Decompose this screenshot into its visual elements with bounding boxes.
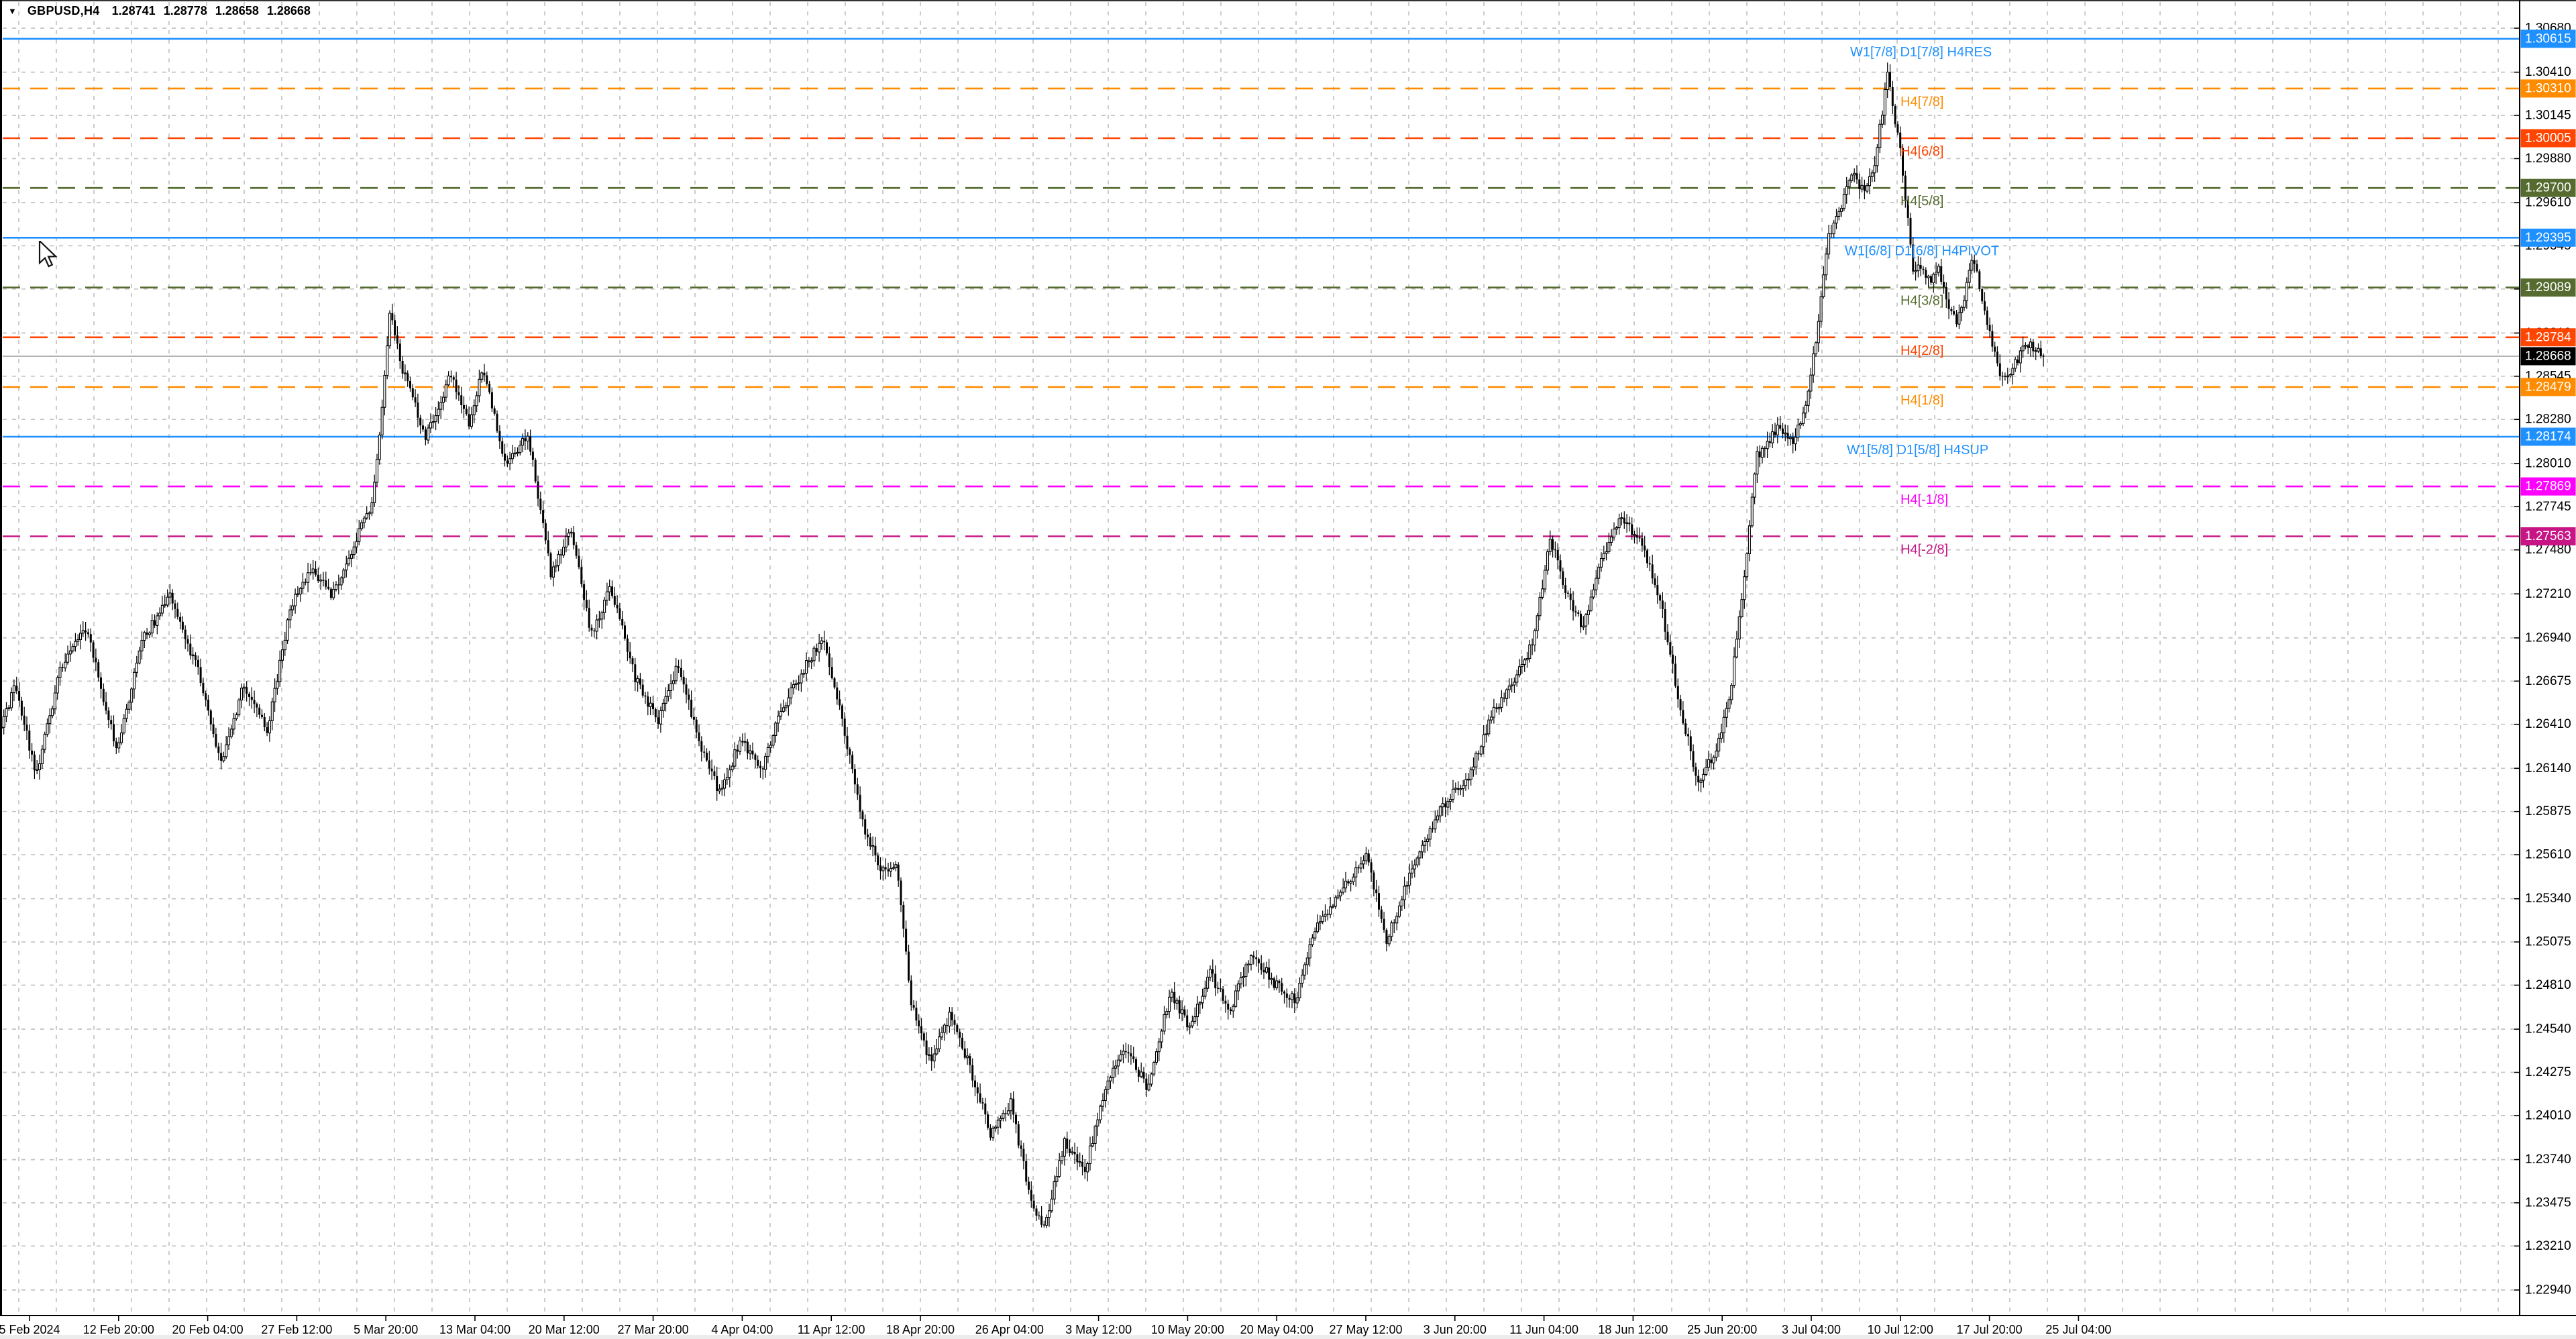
price-axis-labels: 1.306801.304101.301451.298801.296101.293…	[2514, 21, 2571, 1297]
price-badge: 1.30005	[2525, 131, 2571, 146]
price-tick-label: 1.23475	[2525, 1195, 2571, 1210]
price-badge: 1.28174	[2525, 430, 2571, 444]
grid-layer	[3, 2, 2519, 1315]
price-tick-label: 1.26410	[2525, 717, 2571, 731]
quote-close: 1.28668	[266, 4, 311, 17]
price-axis[interactable]	[2521, 0, 2576, 1339]
level-lines-layer	[3, 38, 2519, 537]
price-tick-label: 1.25875	[2525, 804, 2571, 818]
time-tick-label: 26 Apr 04:00	[975, 1323, 1044, 1336]
level-label: H4[7/8]	[1900, 95, 1943, 109]
price-badge: 1.29089	[2525, 280, 2571, 294]
price-badge: 1.30615	[2525, 32, 2571, 46]
level-label: W1[6/8] D1[6/8] H4PIVOT	[1845, 244, 1999, 258]
level-label: H4[2/8]	[1900, 343, 1943, 358]
price-badge: 1.29395	[2525, 231, 2571, 245]
symbol-timeframe-label: GBPUSD,H4	[27, 4, 100, 17]
quote-high: 1.28778	[163, 4, 207, 17]
time-tick-label: 11 Apr 12:00	[798, 1323, 865, 1336]
level-label: W1[5/8] D1[5/8] H4SUP	[1847, 443, 1988, 458]
time-tick-label: 10 Jul 12:00	[1868, 1323, 1933, 1336]
price-tick-label: 1.26675	[2525, 674, 2571, 688]
price-tick-label: 1.25340	[2525, 892, 2571, 906]
level-label: H4[3/8]	[1900, 294, 1943, 309]
mouse-cursor-icon	[38, 241, 58, 268]
price-badges-layer: 1.30615 1.30310 1.30005 1.29700 1.29395 1.290…	[2520, 30, 2576, 545]
level-label: W1[7/8] D1[7/8] H4RES	[1850, 45, 1992, 60]
time-axis-labels: 5 Feb 2024 12 Feb 20:00 20 Feb 04:00 27 Feb…	[0, 1316, 2111, 1336]
time-tick-label: 3 Jun 20:00	[1424, 1323, 1487, 1336]
time-tick-label: 10 May 20:00	[1151, 1323, 1224, 1336]
time-tick-label: 20 Feb 04:00	[172, 1323, 244, 1336]
price-tick-label: 1.27210	[2525, 587, 2571, 601]
price-badge: 1.29700	[2525, 181, 2571, 195]
time-tick-label: 20 Mar 12:00	[529, 1323, 600, 1336]
price-badge: 1.28784	[2525, 330, 2571, 344]
price-tick-label: 1.28280	[2525, 413, 2571, 427]
time-tick-label: 18 Jun 12:00	[1598, 1323, 1668, 1336]
time-tick-label: 27 Mar 20:00	[618, 1323, 689, 1336]
price-tick-label: 1.23210	[2525, 1239, 2571, 1253]
price-badge: 1.30310	[2525, 81, 2571, 95]
price-tick-label: 1.24275	[2525, 1065, 2571, 1079]
symbol-dropdown-icon[interactable]: ▼	[8, 6, 17, 16]
level-label: H4[5/8]	[1900, 194, 1943, 209]
time-tick-label: 27 Feb 12:00	[261, 1323, 332, 1336]
price-tick-label: 1.29880	[2525, 152, 2571, 166]
time-tick-label: 4 Apr 04:00	[711, 1323, 773, 1336]
price-tick-label: 1.25610	[2525, 848, 2571, 862]
level-label: H4[6/8]	[1900, 144, 1943, 159]
time-tick-label: 13 Mar 04:00	[439, 1323, 511, 1336]
time-tick-label: 3 May 12:00	[1065, 1323, 1132, 1336]
price-tick-label: 1.27745	[2525, 500, 2571, 514]
price-badge: 1.28479	[2525, 380, 2571, 394]
chart-header: ▼ GBPUSD,H4 1.28741 1.28778 1.28658 1.28…	[8, 4, 319, 18]
time-tick-label: 17 Jul 20:00	[1957, 1323, 2023, 1336]
time-tick-label: 25 Jun 20:00	[1687, 1323, 1757, 1336]
price-badge: 1.28668	[2525, 349, 2571, 363]
price-tick-label: 1.30410	[2525, 65, 2571, 79]
price-tick-label: 1.24540	[2525, 1022, 2571, 1036]
time-tick-label: 25 Jul 04:00	[2045, 1323, 2111, 1336]
price-tick-label: 1.26140	[2525, 761, 2571, 775]
quote-low: 1.28658	[215, 4, 259, 17]
quote-open: 1.28741	[111, 4, 156, 17]
price-tick-label: 1.25075	[2525, 935, 2571, 949]
time-tick-label: 5 Feb 2024	[0, 1323, 60, 1336]
price-tick-label: 1.30145	[2525, 109, 2571, 123]
price-badge: 1.27869	[2525, 480, 2571, 494]
price-tick-label: 1.29610	[2525, 196, 2571, 210]
time-tick-label: 11 Jun 04:00	[1509, 1323, 1578, 1336]
level-label: H4[-2/8]	[1900, 542, 1948, 557]
price-tick-label: 1.28010	[2525, 456, 2571, 470]
price-tick-label: 1.23740	[2525, 1153, 2571, 1167]
candles-layer	[0, 62, 2045, 1228]
level-label: H4[-1/8]	[1900, 492, 1948, 507]
price-tick-label: 1.27480	[2525, 543, 2571, 557]
price-tick-label: 1.26940	[2525, 631, 2571, 645]
price-badge: 1.27563	[2525, 529, 2571, 543]
time-tick-label: 18 Apr 20:00	[886, 1323, 955, 1336]
time-tick-label: 12 Feb 20:00	[83, 1323, 154, 1336]
time-tick-label: 27 May 12:00	[1329, 1323, 1402, 1336]
level-labels-layer: W1[7/8] D1[7/8] H4RES H4[7/8] H4[6/8] H4[5/…	[1845, 45, 1999, 557]
price-tick-label: 1.24810	[2525, 978, 2571, 992]
price-tick-label: 1.22940	[2525, 1283, 2571, 1297]
time-tick-label: 5 Mar 20:00	[354, 1323, 418, 1336]
level-label: H4[1/8]	[1900, 393, 1943, 408]
time-tick-label: 3 Jul 04:00	[1782, 1323, 1841, 1336]
price-tick-label: 1.24010	[2525, 1108, 2571, 1122]
time-tick-label: 20 May 04:00	[1240, 1323, 1313, 1336]
